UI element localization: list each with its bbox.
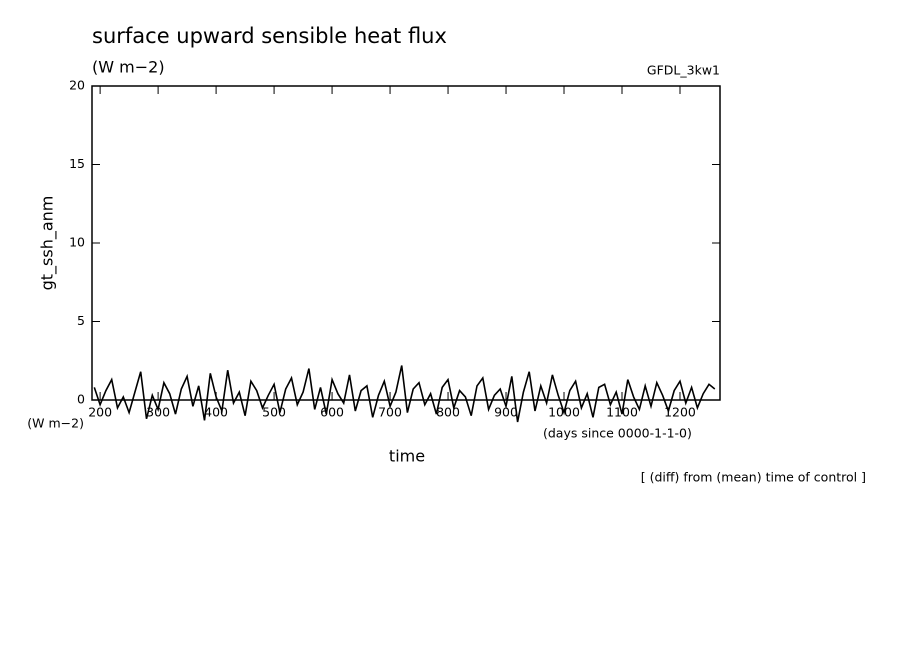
x-tick-label: 1200 <box>664 405 696 420</box>
y-tick-label: 10 <box>69 235 85 250</box>
series-line <box>93 365 716 423</box>
x-tick-label: 900 <box>494 405 518 420</box>
y-tick-label: 20 <box>69 78 85 93</box>
y-axis-label: gt_ssh_anm <box>38 196 58 291</box>
y-unit: (W m−2) <box>27 416 84 431</box>
plot-frame <box>91 85 721 401</box>
y-tick-label: 0 <box>77 392 85 407</box>
y-tick-label: 15 <box>69 156 85 171</box>
x-tick-label: 600 <box>320 405 344 420</box>
x-tick-label: 800 <box>436 405 460 420</box>
chart-subtitle: (W m−2) <box>92 58 165 77</box>
note: [ (diff) from (mean) time of control ] <box>641 470 866 485</box>
model-label: GFDL_3kw1 <box>647 63 720 78</box>
x-tick-label: 200 <box>88 405 112 420</box>
chart-title: surface upward sensible heat flux <box>92 24 447 48</box>
y-tick-label: 5 <box>77 313 85 328</box>
x-tick-label: 700 <box>378 405 402 420</box>
x-tick-label: 400 <box>204 405 228 420</box>
x-tick-label: 500 <box>262 405 286 420</box>
x-unit: (days since 0000-1-1-0) <box>543 426 692 441</box>
x-axis-label: time <box>389 447 425 466</box>
x-tick-label: 300 <box>146 405 170 420</box>
